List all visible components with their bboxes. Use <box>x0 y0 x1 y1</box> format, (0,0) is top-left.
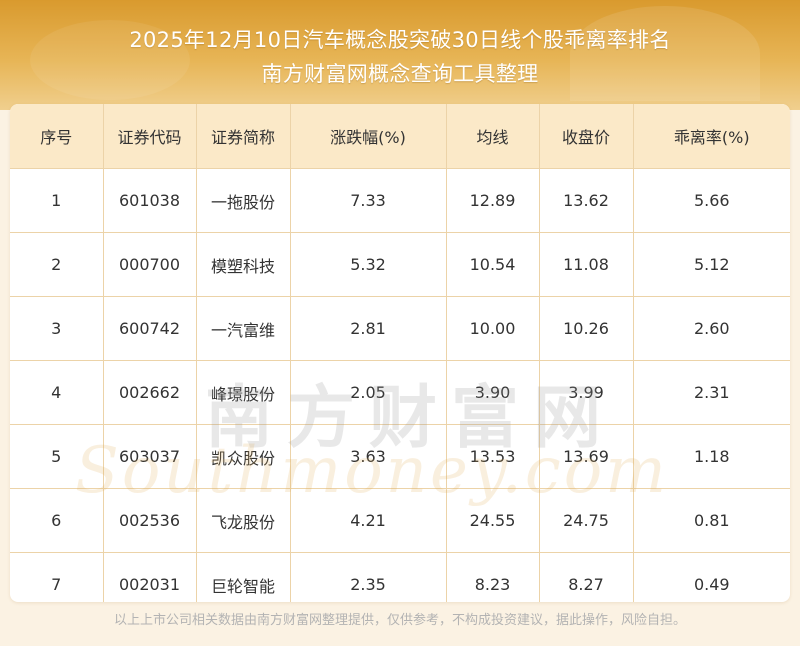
cell-change: 2.35 <box>290 552 447 602</box>
cell-code: 002536 <box>103 488 197 553</box>
column-header-change: 涨跌幅(%) <box>290 104 447 169</box>
disclaimer-footnote: 以上上市公司相关数据由南方财富网整理提供，仅供参考，不构成投资建议，据此操作，风… <box>113 613 686 628</box>
table-row: 3 600742 一汽富维 2.81 10.00 10.26 2.60 <box>10 296 790 361</box>
cell-code: 002031 <box>103 552 197 602</box>
cell-name: 巨轮智能 <box>196 552 291 602</box>
cell-change: 4.21 <box>290 488 447 553</box>
page-title: 2025年12月10日汽车概念股突破30日线个股乖离率排名 <box>129 28 671 52</box>
cell-change: 7.33 <box>290 168 447 233</box>
cell-bias: 0.49 <box>633 552 790 602</box>
ranking-table: 序号 证券代码 证券简称 涨跌幅(%) 均线 收盘价 乖离率(%) 1 6010… <box>10 104 790 602</box>
cell-rank: 7 <box>10 552 104 602</box>
column-header-name: 证券简称 <box>196 104 291 169</box>
cell-change: 5.32 <box>290 232 447 297</box>
header-banner: 2025年12月10日汽车概念股突破30日线个股乖离率排名 南方财富网概念查询工… <box>0 0 800 110</box>
table-row: 5 603037 凯众股份 3.63 13.53 13.69 1.18 <box>10 424 790 489</box>
cell-code: 601038 <box>103 168 197 233</box>
cell-rank: 1 <box>10 168 104 233</box>
cell-ma: 10.54 <box>446 232 540 297</box>
cell-change: 2.05 <box>290 360 447 425</box>
cell-bias: 5.12 <box>633 232 790 297</box>
cell-ma: 13.53 <box>446 424 540 489</box>
cell-close: 13.62 <box>539 168 634 233</box>
cell-name: 飞龙股份 <box>196 488 291 553</box>
cell-name: 一拖股份 <box>196 168 291 233</box>
cell-name: 峰璟股份 <box>196 360 291 425</box>
cell-rank: 6 <box>10 488 104 553</box>
table-header-row: 序号 证券代码 证券简称 涨跌幅(%) 均线 收盘价 乖离率(%) <box>10 104 790 169</box>
column-header-ma: 均线 <box>446 104 540 169</box>
page-subtitle: 南方财富网概念查询工具整理 <box>261 62 539 86</box>
cell-code: 000700 <box>103 232 197 297</box>
cell-rank: 2 <box>10 232 104 297</box>
cell-ma: 3.90 <box>446 360 540 425</box>
cell-name: 模塑科技 <box>196 232 291 297</box>
cell-ma: 10.00 <box>446 296 540 361</box>
cell-code: 002662 <box>103 360 197 425</box>
cell-rank: 3 <box>10 296 104 361</box>
table-row: 4 002662 峰璟股份 2.05 3.90 3.99 2.31 <box>10 360 790 425</box>
table-row: 1 601038 一拖股份 7.33 12.89 13.62 5.66 <box>10 168 790 233</box>
cell-ma: 24.55 <box>446 488 540 553</box>
cell-close: 13.69 <box>539 424 634 489</box>
column-header-close: 收盘价 <box>539 104 634 169</box>
cell-rank: 5 <box>10 424 104 489</box>
cell-close: 11.08 <box>539 232 634 297</box>
cell-ma: 8.23 <box>446 552 540 602</box>
cell-change: 2.81 <box>290 296 447 361</box>
table-row: 2 000700 模塑科技 5.32 10.54 11.08 5.12 <box>10 232 790 297</box>
cell-bias: 0.81 <box>633 488 790 553</box>
cell-ma: 12.89 <box>446 168 540 233</box>
cell-name: 凯众股份 <box>196 424 291 489</box>
cell-code: 603037 <box>103 424 197 489</box>
table-row: 7 002031 巨轮智能 2.35 8.23 8.27 0.49 <box>10 552 790 602</box>
cell-bias: 1.18 <box>633 424 790 489</box>
data-table-card: 序号 证券代码 证券简称 涨跌幅(%) 均线 收盘价 乖离率(%) 1 6010… <box>10 104 790 602</box>
cell-rank: 4 <box>10 360 104 425</box>
cell-close: 10.26 <box>539 296 634 361</box>
column-header-code: 证券代码 <box>103 104 197 169</box>
cell-change: 3.63 <box>290 424 447 489</box>
cell-bias: 2.31 <box>633 360 790 425</box>
column-header-rank: 序号 <box>10 104 104 169</box>
table-row: 6 002536 飞龙股份 4.21 24.55 24.75 0.81 <box>10 488 790 553</box>
cell-code: 600742 <box>103 296 197 361</box>
cell-bias: 5.66 <box>633 168 790 233</box>
cell-close: 8.27 <box>539 552 634 602</box>
cell-close: 3.99 <box>539 360 634 425</box>
cell-name: 一汽富维 <box>196 296 291 361</box>
cell-close: 24.75 <box>539 488 634 553</box>
cell-bias: 2.60 <box>633 296 790 361</box>
column-header-bias: 乖离率(%) <box>633 104 790 169</box>
